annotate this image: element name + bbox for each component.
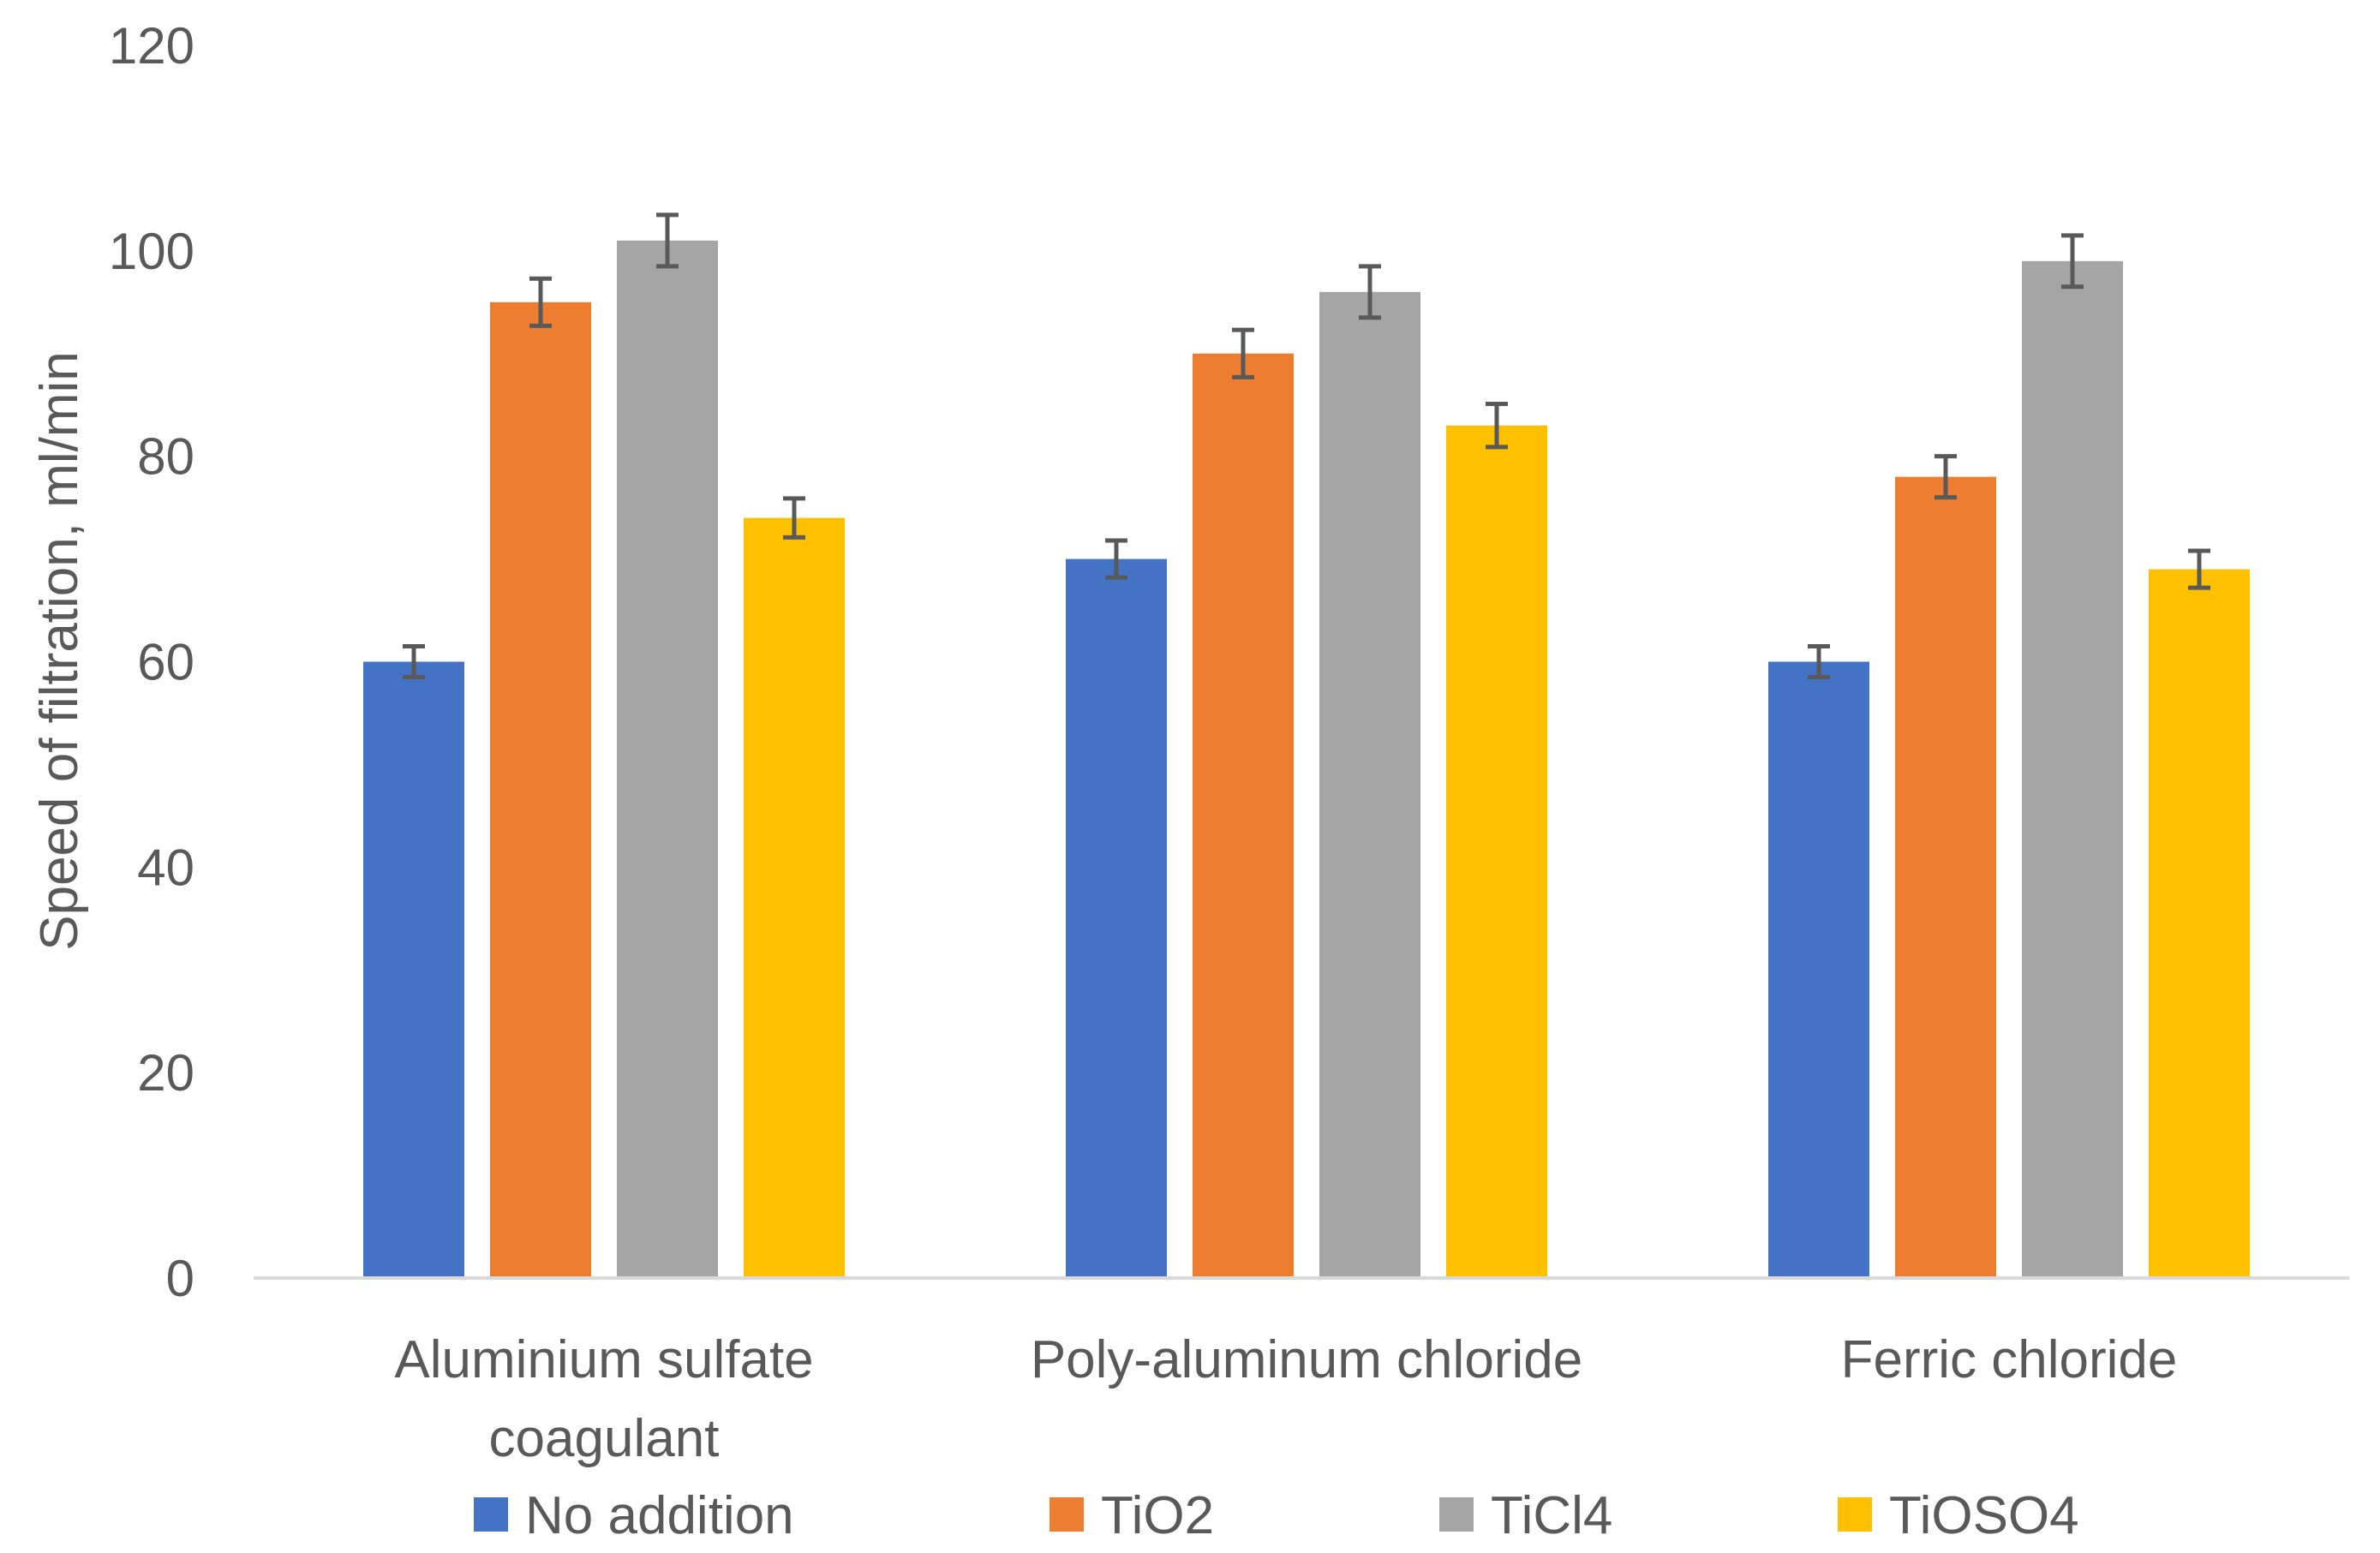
error-bar xyxy=(403,644,425,679)
legend-swatch-ticl4 xyxy=(1439,1497,1474,1532)
bar xyxy=(2149,569,2250,1278)
y-tick-label: 100 xyxy=(109,223,194,280)
bar xyxy=(363,661,464,1278)
bar xyxy=(490,302,591,1279)
bar xyxy=(2022,260,2123,1279)
legend: No addition TiO2 TiCl4 TiOSO4 xyxy=(474,1486,2079,1545)
category-label: coagulant xyxy=(489,1409,720,1468)
legend-label: TiO2 xyxy=(1101,1486,1214,1545)
y-tick-label: 40 xyxy=(137,839,194,896)
bar xyxy=(1446,425,1547,1279)
error-bar xyxy=(783,496,805,540)
error-bar xyxy=(1359,264,1381,320)
error-bar xyxy=(2061,233,2084,290)
legend-label: TiOSO4 xyxy=(1889,1486,2079,1545)
y-tick-label: 80 xyxy=(137,428,194,486)
legend-swatch-tioso4 xyxy=(1838,1497,1872,1532)
y-axis-ticks: 0 20 40 60 80 100 120 xyxy=(109,17,194,1307)
y-axis-title: Speed of filtration, ml/min xyxy=(30,351,89,951)
legend-swatch-tio2 xyxy=(1049,1497,1084,1532)
error-bar xyxy=(1486,402,1508,450)
legend-label: No addition xyxy=(525,1486,794,1545)
bar xyxy=(1768,661,1869,1278)
bar xyxy=(1066,558,1167,1278)
error-bar xyxy=(1934,454,1957,500)
bar-series xyxy=(363,240,2250,1279)
bar xyxy=(1319,291,1420,1278)
legend-swatch-no-addition xyxy=(474,1497,508,1532)
bar xyxy=(617,240,718,1278)
category-label: Ferric chloride xyxy=(1841,1330,2178,1389)
y-tick-label: 120 xyxy=(109,17,194,75)
error-bar xyxy=(1232,327,1254,379)
error-bar xyxy=(1105,538,1127,580)
error-bar xyxy=(656,212,679,269)
bar xyxy=(1193,353,1294,1278)
legend-label: TiCl4 xyxy=(1491,1486,1612,1545)
error-bar xyxy=(529,276,552,328)
error-bar xyxy=(2188,548,2210,590)
category-label: Aluminium sulfate xyxy=(394,1330,813,1389)
error-bars xyxy=(403,212,2210,679)
y-tick-label: 0 xyxy=(166,1250,194,1307)
y-tick-label: 20 xyxy=(137,1044,194,1102)
category-label: Poly-aluminum chloride xyxy=(1031,1330,1582,1389)
category-labels: Aluminium sulfate coagulant Poly-aluminu… xyxy=(394,1330,2177,1468)
bar xyxy=(744,517,845,1278)
bar xyxy=(1895,476,1996,1278)
error-bar xyxy=(1808,644,1830,679)
y-tick-label: 60 xyxy=(137,634,194,691)
